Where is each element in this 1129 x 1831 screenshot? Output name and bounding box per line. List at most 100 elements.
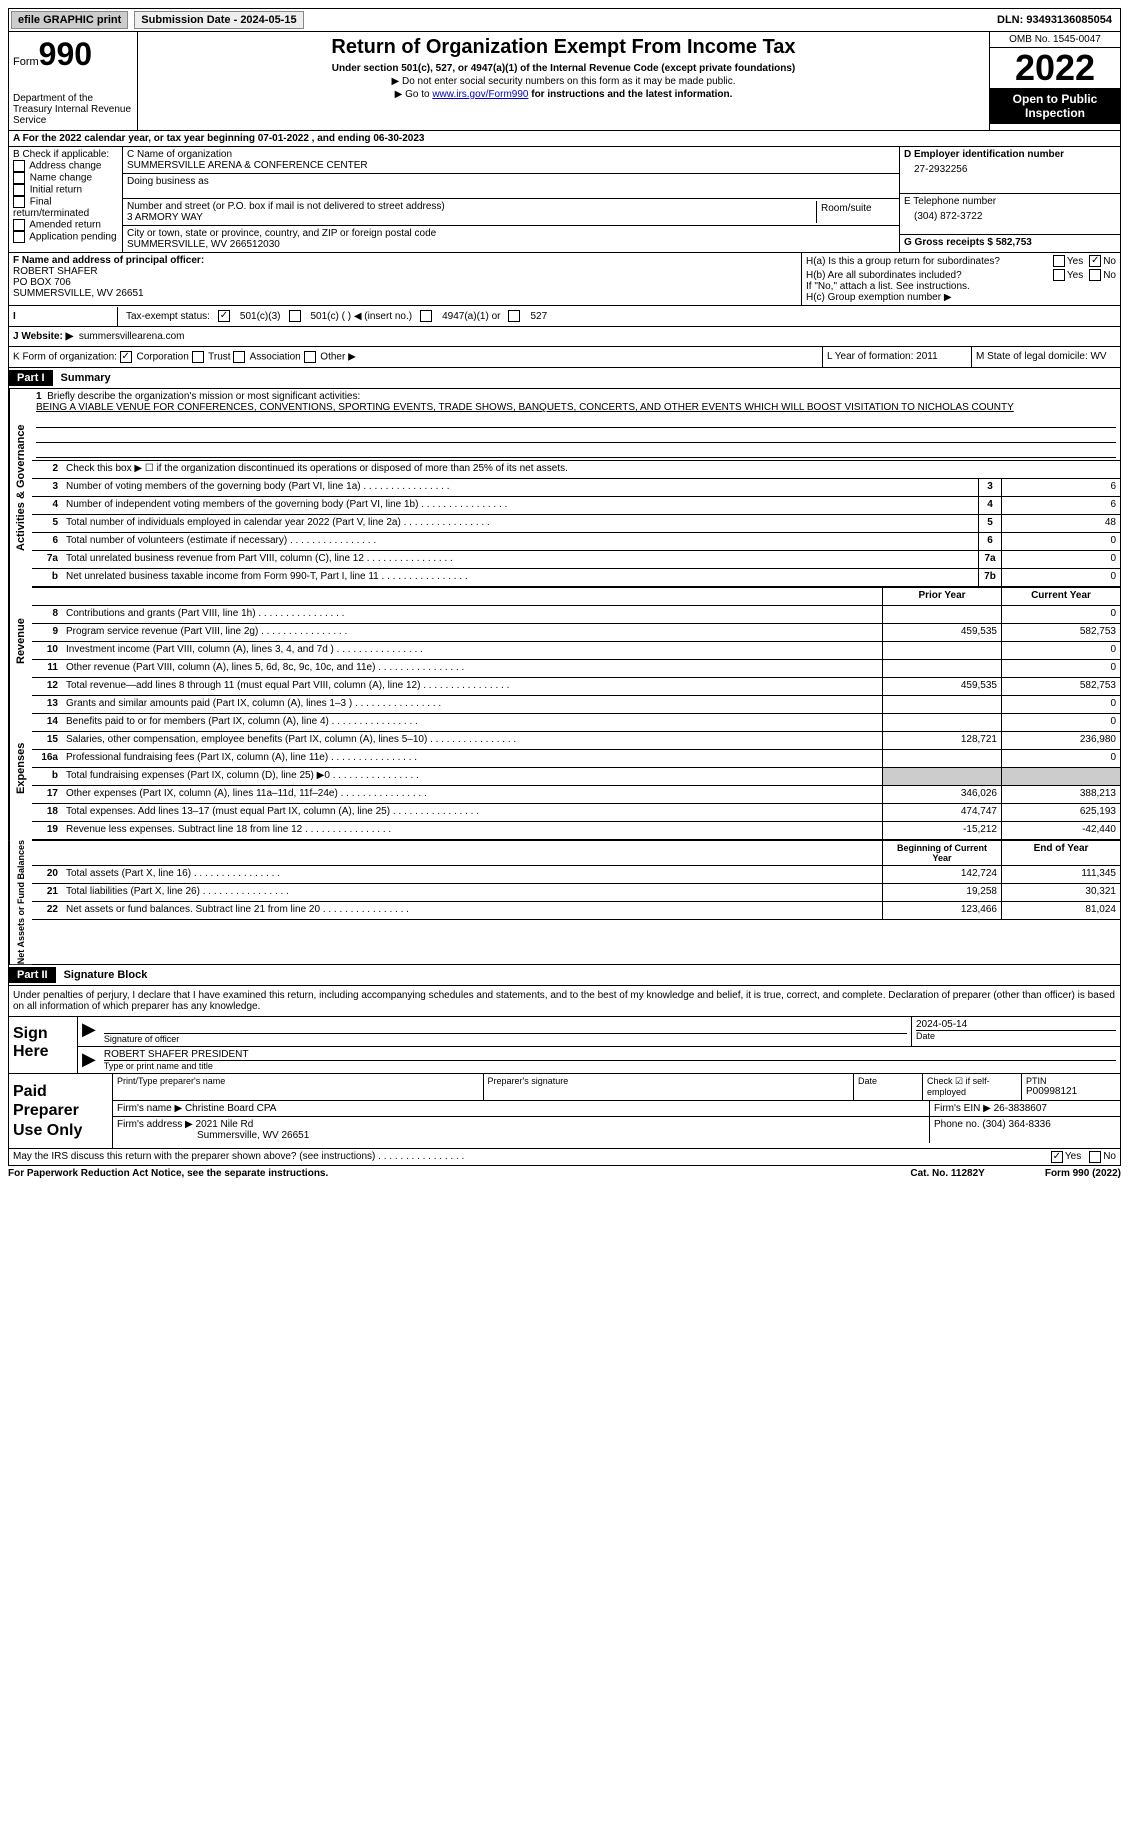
firm-ein: 26-3838607 [994,1103,1047,1114]
table-row: 4Number of independent voting members of… [32,497,1120,515]
row-a-period: A For the 2022 calendar year, or tax yea… [8,131,1121,147]
officer-name: ROBERT SHAFER [13,266,98,277]
pp-name-label: Print/Type preparer's name [117,1076,479,1086]
section-b-c-d: B Check if applicable: Address change Na… [8,147,1121,253]
checkbox[interactable] [13,160,25,172]
table-row: 6Total number of volunteers (estimate if… [32,533,1120,551]
phone-label: E Telephone number [904,196,1116,207]
footer-row: For Paperwork Reduction Act Notice, see … [8,1166,1121,1181]
table-row: 10Investment income (Part VIII, column (… [32,642,1120,660]
table-row: 8Contributions and grants (Part VIII, li… [32,606,1120,624]
paid-preparer-label: Paid Preparer Use Only [9,1074,113,1148]
table-row: 3Number of voting members of the governi… [32,479,1120,497]
line-2: Check this box ▶ ☐ if the organization d… [62,461,1120,478]
cat-no: Cat. No. 11282Y [910,1168,984,1179]
checkbox[interactable] [13,172,25,184]
form-subtitle-3: ▶ Go to www.irs.gov/Form990 for instruct… [142,89,985,100]
firm-addr1: 2021 Nile Rd [196,1119,254,1130]
paperwork-notice: For Paperwork Reduction Act Notice, see … [8,1168,910,1179]
pp-date-label: Date [858,1076,918,1086]
open-to-public: Open to Public Inspection [990,88,1120,124]
end-year-hdr: End of Year [1001,841,1120,865]
form-label: Form 990 (2022) [1045,1168,1121,1179]
phone: (304) 872-3722 [904,207,1116,222]
other-checkbox[interactable] [304,351,316,363]
table-row: 11Other revenue (Part VIII, column (A), … [32,660,1120,678]
net-assets-section: Net Assets or Fund Balances Beginning of… [8,840,1121,965]
trust-checkbox[interactable] [192,351,204,363]
table-row: 9Program service revenue (Part VIII, lin… [32,624,1120,642]
assoc-checkbox[interactable] [233,351,245,363]
officer-label: F Name and address of principal officer: [13,255,204,266]
irs-link[interactable]: www.irs.gov/Form990 [432,89,528,100]
firm-phone: (304) 364-8336 [982,1119,1050,1130]
firm-addr-label: Firm's address ▶ [117,1119,193,1130]
form-subtitle-1: Under section 501(c), 527, or 4947(a)(1)… [142,63,985,74]
table-row: 16aProfessional fundraising fees (Part I… [32,750,1120,768]
name-title-label: Type or print name and title [104,1060,1116,1071]
submission-date-button[interactable]: Submission Date - 2024-05-15 [134,11,303,29]
efile-print-button[interactable]: efile GRAPHIC print [11,11,128,29]
date-label: Date [916,1030,1116,1041]
checkbox[interactable] [13,231,25,243]
signature-block: Under penalties of perjury, I declare th… [8,986,1121,1149]
arrow-icon: ▶ [78,1017,100,1046]
mission-label: Briefly describe the organization's miss… [47,391,360,402]
state-domicile: M State of legal domicile: WV [972,347,1120,367]
pp-self-employed: Check ☑ if self-employed [923,1074,1022,1100]
officer-name-title: ROBERT SHAFER PRESIDENT [104,1049,1116,1060]
form-header: Form990 Department of the Treasury Inter… [8,32,1121,131]
table-row: 20Total assets (Part X, line 16)142,7241… [32,866,1120,884]
checkbox[interactable] [13,196,25,208]
ha-yes-checkbox[interactable] [1053,255,1065,267]
firm-name-label: Firm's name ▶ [117,1103,182,1114]
side-governance: Activities & Governance [9,389,32,587]
form-subtitle-2: ▶ Do not enter social security numbers o… [142,76,985,87]
ha-no-checkbox[interactable] [1089,255,1101,267]
year-formation: L Year of formation: 2011 [823,347,972,367]
hb-no-checkbox[interactable] [1089,269,1101,281]
tax-year: 2022 [990,48,1120,88]
gross-receipts: G Gross receipts $ 582,753 [904,237,1032,248]
ptin: P00998121 [1026,1086,1116,1097]
governance-section: Activities & Governance 1 Briefly descri… [8,389,1121,587]
table-row: 18Total expenses. Add lines 13–17 (must … [32,804,1120,822]
arrow-icon: ▶ [78,1047,100,1073]
checkbox[interactable] [13,219,25,231]
501c-checkbox[interactable] [289,310,301,322]
table-row: 17Other expenses (Part IX, column (A), l… [32,786,1120,804]
revenue-section: Revenue Prior Year Current Year 8Contrib… [8,587,1121,696]
4947-checkbox[interactable] [420,310,432,322]
corp-checkbox[interactable] [120,351,132,363]
sign-here-label: Sign Here [9,1017,78,1073]
527-checkbox[interactable] [508,310,520,322]
table-row: 21Total liabilities (Part X, line 26)19,… [32,884,1120,902]
table-row: 5Total number of individuals employed in… [32,515,1120,533]
form-number: Form990 [13,36,133,73]
tax-status-row: I Tax-exempt status: 501(c)(3) 501(c) ( … [8,306,1121,327]
firm-phone-label: Phone no. [934,1119,980,1130]
mission-text: BEING A VIABLE VENUE FOR CONFERENCES, CO… [36,402,1014,413]
table-row: 7aTotal unrelated business revenue from … [32,551,1120,569]
discuss-no-checkbox[interactable] [1089,1151,1101,1163]
k-row: K Form of organization: Corporation Trus… [8,347,1121,368]
sig-officer-label: Signature of officer [104,1033,907,1044]
org-name-label: C Name of organization [127,149,895,160]
room-suite-label: Room/suite [817,201,895,223]
website-row: J Website: ▶ summersvillearena.com [8,327,1121,347]
hb-yes-checkbox[interactable] [1053,269,1065,281]
form-title: Return of Organization Exempt From Incom… [142,36,985,59]
address: 3 ARMORY WAY [127,212,816,223]
checkbox[interactable] [13,184,25,196]
discuss-yes-checkbox[interactable] [1051,1151,1063,1163]
table-row: bNet unrelated business taxable income f… [32,569,1120,587]
col-b-header: B Check if applicable: [13,149,118,160]
expenses-section: Expenses 13Grants and similar amounts pa… [8,696,1121,840]
city: SUMMERSVILLE, WV 266512030 [127,239,895,250]
dba-label: Doing business as [127,176,895,187]
table-row: 15Salaries, other compensation, employee… [32,732,1120,750]
side-expenses: Expenses [9,696,32,840]
declaration-text: Under penalties of perjury, I declare th… [9,986,1120,1016]
discuss-text: May the IRS discuss this return with the… [13,1151,1051,1163]
501c3-checkbox[interactable] [218,310,230,322]
